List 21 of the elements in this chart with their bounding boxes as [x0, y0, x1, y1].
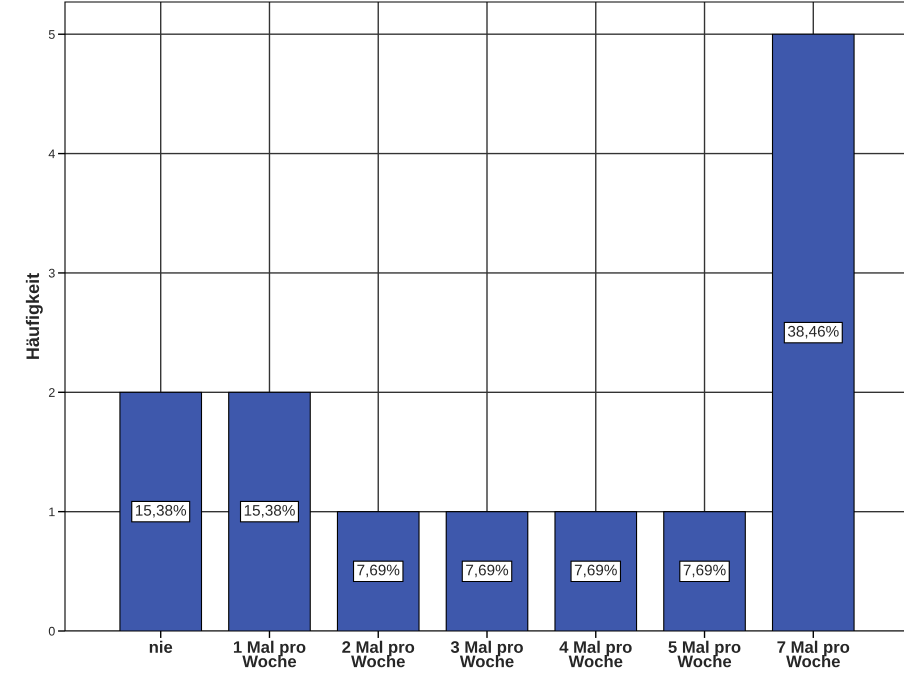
y-tick-label: 0	[48, 626, 55, 636]
y-axis-title: Häufigkeit	[26, 273, 43, 359]
x-tick-label: 1 Mal pro Woche	[234, 640, 306, 668]
annotation: 15,38%	[136, 504, 186, 518]
x-tick-label: nie	[150, 640, 172, 653]
y-tick-label: 1	[49, 508, 55, 516]
annotation: 7,69%	[466, 564, 508, 578]
y-tick-label: 4	[48, 150, 55, 158]
x-tick-label: 4 Mal pro Woche	[559, 640, 632, 668]
x-tick-label: 5 Mal pro Woche	[668, 640, 740, 668]
annotation: 7,69%	[684, 564, 726, 578]
x-tick-label: 3 Mal pro Woche	[450, 640, 523, 668]
annotation: 15,38%	[244, 504, 295, 518]
y-tick-label: 3	[48, 268, 55, 278]
annotation: 7,69%	[357, 564, 400, 578]
x-tick-label: 7 Mal pro Woche	[777, 640, 850, 668]
annotation: 38,46%	[788, 326, 839, 339]
x-tick-label: 2 Mal pro Woche	[342, 640, 414, 668]
y-tick-label: 2	[48, 388, 55, 397]
y-tick-label: 5	[48, 30, 55, 39]
annotation: 7,69%	[574, 564, 617, 578]
